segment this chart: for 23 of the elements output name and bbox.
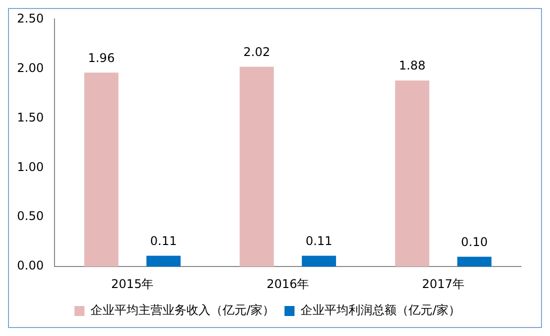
- y-tick-label: 1.00: [17, 160, 44, 174]
- x-tick-label: 2016年: [266, 276, 310, 291]
- data-label: 0.11: [306, 234, 332, 248]
- data-label: 0.11: [150, 234, 177, 248]
- data-label: 1.88: [398, 58, 426, 73]
- y-tick-label: 0.00: [17, 258, 44, 273]
- bar: [302, 256, 336, 267]
- bar: [84, 72, 118, 267]
- legend-label: 企业平均利润总额（亿元/家）: [300, 303, 461, 318]
- data-label: 2.02: [243, 44, 270, 59]
- x-tick-label: 2017年: [422, 276, 465, 291]
- bar: [395, 80, 430, 267]
- bar: [240, 66, 274, 267]
- x-tick-label: 2015年: [111, 276, 154, 291]
- y-tick-label: 2.00: [17, 60, 44, 75]
- y-tick-label: 1.50: [17, 110, 44, 124]
- bar: [146, 256, 181, 267]
- data-label: 0.10: [461, 234, 488, 249]
- y-tick-label: 0.50: [17, 209, 44, 224]
- bar: [457, 256, 492, 267]
- data-label: 1.96: [88, 50, 115, 65]
- y-tick-label: 2.50: [17, 11, 44, 26]
- legend-label: 企业平均主营业务收入（亿元/家）: [90, 303, 275, 318]
